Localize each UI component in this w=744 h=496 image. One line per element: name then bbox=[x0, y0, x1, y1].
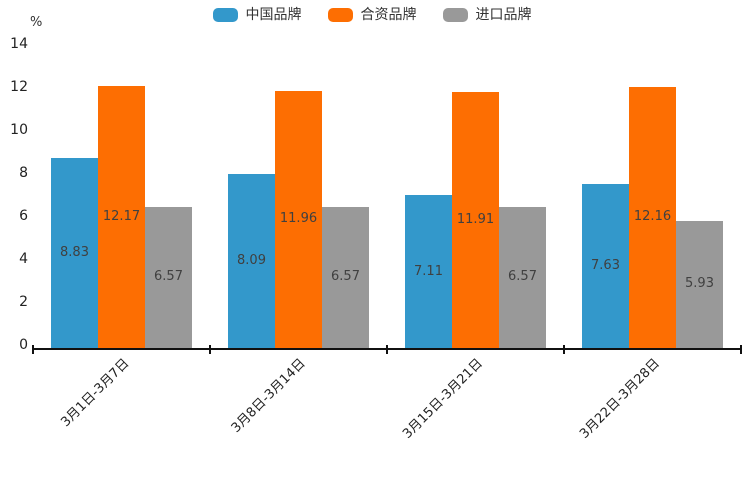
x-axis-category-label: 3月15日-3月21日 bbox=[400, 356, 487, 442]
y-axis-tick-label: 4 bbox=[19, 251, 28, 267]
y-axis-tick-label: 2 bbox=[19, 294, 28, 310]
legend-item-series1[interactable]: 合资品牌 bbox=[327, 7, 417, 23]
x-axis-tick bbox=[209, 345, 211, 354]
bar-value-label: 12.16 bbox=[633, 209, 672, 225]
y-axis-tick-label: 0 bbox=[19, 337, 28, 353]
bar-series1-group3 bbox=[629, 86, 676, 348]
bar-value-label: 11.96 bbox=[279, 211, 318, 227]
y-axis-unit-label: % bbox=[30, 15, 43, 30]
chart-legend: 中国品牌 合资品牌 进口品牌 bbox=[0, 8, 744, 22]
bar-series1-group1 bbox=[275, 90, 322, 348]
legend-item-label: 中国品牌 bbox=[245, 7, 302, 23]
x-axis-tick bbox=[32, 345, 34, 354]
bar-value-label: 7.63 bbox=[591, 257, 620, 273]
y-axis-tick-label: 8 bbox=[19, 165, 28, 181]
bar-value-label: 6.57 bbox=[331, 269, 360, 285]
bar-series0-group3 bbox=[582, 183, 629, 348]
x-axis-category-label: 3月1日-3月7日 bbox=[58, 356, 133, 431]
legend-item-label: 合资品牌 bbox=[360, 7, 417, 23]
y-axis-tick-label: 6 bbox=[19, 208, 28, 224]
legend-swatch-icon bbox=[327, 8, 353, 22]
bar-series2-group3 bbox=[676, 220, 723, 348]
legend-item-series2[interactable]: 进口品牌 bbox=[442, 7, 532, 23]
bar-series2-group1 bbox=[322, 206, 369, 348]
x-axis-category-label: 3月8日-3月14日 bbox=[229, 356, 310, 436]
bar-series0-group0 bbox=[51, 158, 98, 348]
legend-item-series0[interactable]: 中国品牌 bbox=[212, 7, 302, 23]
bar-value-label: 5.93 bbox=[685, 276, 714, 292]
y-axis-tick-label: 10 bbox=[10, 122, 28, 138]
bar-series0-group2 bbox=[405, 195, 452, 348]
x-axis-tick bbox=[563, 345, 565, 354]
x-axis-tick bbox=[386, 345, 388, 354]
bar-series2-group2 bbox=[499, 206, 546, 348]
bar-value-label: 12.17 bbox=[102, 209, 141, 225]
y-axis-tick-label: 12 bbox=[10, 79, 28, 95]
bar-value-label: 8.09 bbox=[237, 253, 266, 269]
bar-series1-group2 bbox=[452, 91, 499, 348]
bar-value-label: 8.83 bbox=[60, 245, 89, 261]
bar-series1-group0 bbox=[98, 86, 145, 348]
bar-value-label: 7.11 bbox=[414, 263, 443, 279]
bar-value-label: 6.57 bbox=[154, 269, 183, 285]
x-axis-category-label: 3月22日-3月28日 bbox=[577, 356, 664, 442]
bar-series0-group1 bbox=[228, 174, 275, 348]
y-axis-tick-label: 14 bbox=[10, 36, 28, 52]
bar-value-label: 11.91 bbox=[456, 211, 495, 227]
legend-swatch-icon bbox=[442, 8, 468, 22]
bar-value-label: 6.57 bbox=[508, 269, 537, 285]
legend-item-label: 进口品牌 bbox=[475, 7, 532, 23]
legend-swatch-icon bbox=[212, 8, 238, 22]
bar-series2-group0 bbox=[145, 206, 192, 348]
x-axis-tick bbox=[740, 345, 742, 354]
